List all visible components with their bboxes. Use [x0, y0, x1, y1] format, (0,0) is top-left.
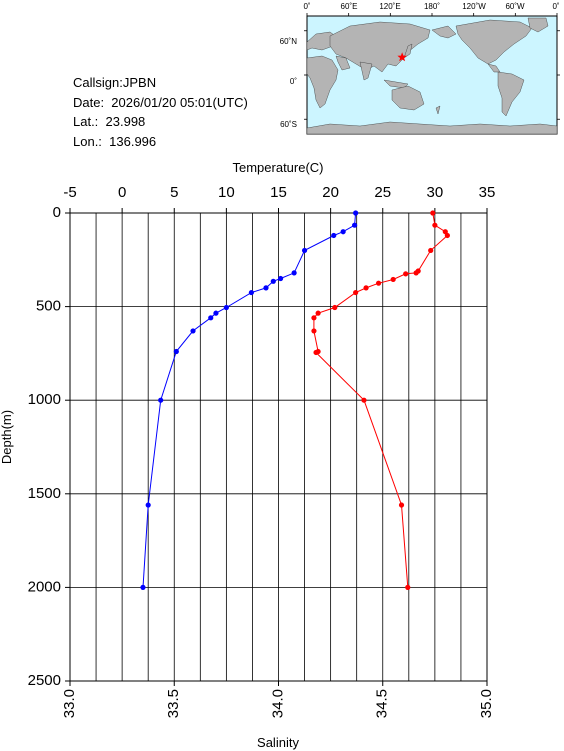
temperature-tick-label: 20 [322, 184, 339, 201]
temperature-data-point [291, 270, 297, 276]
salinity-data-point [432, 222, 438, 228]
salinity-data-point [413, 270, 419, 276]
temperature-data-point [277, 275, 284, 282]
land-north-america [455, 19, 533, 65]
depth-tick-label: 1000 [28, 391, 61, 408]
depth-tick-label: 2500 [28, 672, 61, 689]
depth-tick-label: 1500 [28, 485, 61, 502]
land-greenland [527, 17, 549, 33]
map-lat-label: 60˚S [280, 120, 297, 129]
salinity-data-point [315, 348, 321, 355]
salinity-data-point [390, 276, 396, 283]
salinity-tick-label: 33.0 [61, 689, 78, 718]
salinity-tick-label: 35.0 [478, 689, 495, 718]
temperature-series-line [142, 212, 357, 588]
latitude-text: Lat.: 23.998 [73, 114, 146, 129]
bottom-axis-label: Salinity [257, 735, 299, 750]
station-star-icon [397, 52, 407, 62]
temperature-tick-label: -5 [63, 184, 76, 201]
temperature-tick-label: 15 [270, 184, 287, 201]
land-india [359, 61, 373, 81]
salinity-data-point [313, 349, 319, 356]
map-lon-label: 120˚W [462, 2, 486, 11]
temperature-data-point [158, 397, 164, 403]
temperature-tick-label: 5 [170, 184, 178, 201]
map-lat-label: 60˚N [280, 37, 298, 46]
y-axis-label: Depth(m) [0, 410, 14, 464]
temperature-data-point [140, 584, 146, 591]
land-antarctica [306, 121, 558, 135]
salinity-data-point [444, 232, 450, 239]
salinity-data-point [353, 289, 359, 296]
temperature-data-point [352, 222, 358, 228]
land-japan [403, 43, 413, 59]
salinity-data-point [311, 328, 317, 334]
chart-grid [69, 212, 488, 682]
temperature-tick-label: 25 [374, 184, 391, 201]
salinity-data-point [403, 271, 409, 277]
temperature-data-point [353, 210, 359, 216]
temperature-data-point [270, 278, 276, 284]
salinity-series-line [313, 212, 449, 588]
plot-frame [69, 212, 488, 682]
land-nz [435, 105, 441, 115]
depth-tick-label: 500 [36, 298, 61, 315]
land-australia [391, 85, 425, 111]
land-south-america [497, 71, 525, 117]
map-lon-label: 60˚E [341, 2, 358, 11]
salinity-data-point [375, 280, 382, 286]
temperature-tick-label: 10 [218, 184, 235, 201]
top-axis-label: Temperature(C) [232, 160, 323, 175]
salinity-data-point [415, 268, 421, 274]
salinity-data-point [315, 310, 321, 316]
depth-tick-label: 0 [53, 204, 61, 221]
temperature-data-point [213, 310, 219, 316]
temperature-data-point [340, 229, 346, 235]
salinity-data-point [361, 397, 367, 403]
salinity-tick-label: 34.5 [374, 689, 391, 718]
land-indonesia [383, 79, 409, 89]
salinity-data-point [428, 247, 434, 254]
temperature-data-point [263, 285, 269, 291]
location-map: 0˚ 60˚E 120˚E 180˚ 120˚W 60˚W 0˚ 60˚N 0˚… [280, 2, 560, 135]
salinity-data-point [398, 502, 405, 508]
temperature-data-point [248, 289, 254, 296]
depth-tick-label: 2000 [28, 578, 61, 595]
map-lat-label: 0˚ [290, 77, 297, 86]
salinity-tick-label: 33.5 [165, 689, 182, 718]
salinity-data-point [442, 229, 448, 235]
map-lon-label: 0˚ [552, 2, 559, 11]
land-africa [306, 55, 339, 109]
land-central-america [487, 63, 501, 73]
map-land [306, 17, 558, 135]
land-arabia [335, 55, 351, 71]
temperature-data-point [190, 328, 196, 334]
salinity-data-point [332, 304, 338, 311]
temperature-tick-label: 30 [427, 184, 444, 201]
temperature-data-point [331, 232, 337, 239]
temperature-data-point [223, 304, 229, 311]
map-lon-label: 180˚ [424, 2, 440, 11]
longitude-text: Lon.: 136.996 [73, 133, 157, 149]
salinity-data-point [311, 315, 317, 321]
land-alaska [431, 25, 457, 39]
callsign-text: Callsign:JPBN [73, 75, 157, 90]
temperature-data-point [173, 348, 179, 355]
salinity-data-point [430, 210, 436, 216]
map-lon-label: 0˚ [303, 2, 310, 11]
temperature-data-point [208, 315, 214, 321]
map-lon-label: 120˚E [379, 2, 400, 11]
map-lon-label: 60˚W [505, 2, 525, 11]
station-info: Callsign:JPBN Date: 2026/01/20 05:01(UTC… [73, 73, 248, 151]
salinity-data-point [363, 285, 369, 291]
temperature-data-point [145, 502, 151, 508]
temperature-tick-label: 0 [118, 184, 126, 201]
temperature-data-point [301, 247, 308, 254]
salinity-tick-label: 34.0 [269, 689, 286, 718]
salinity-data-point [405, 584, 411, 591]
date-text: Date: 2026/01/20 05:01(UTC) [73, 94, 248, 110]
temperature-tick-label: 35 [479, 184, 496, 201]
series-layer [140, 210, 450, 591]
